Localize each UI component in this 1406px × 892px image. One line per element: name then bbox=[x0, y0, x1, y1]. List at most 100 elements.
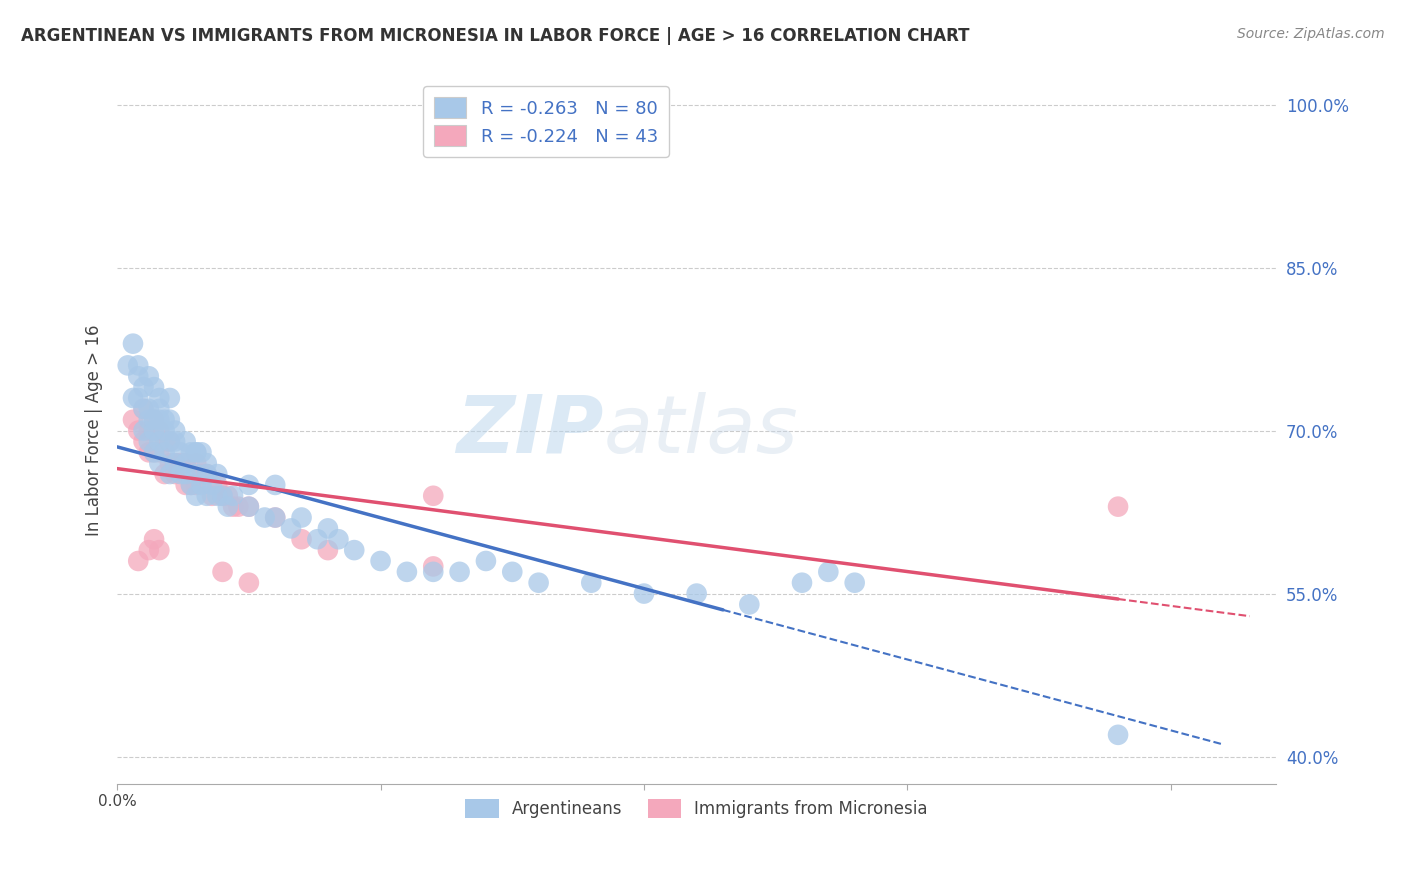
Point bbox=[169, 456, 191, 470]
Point bbox=[143, 533, 166, 547]
Point bbox=[290, 533, 312, 547]
Point bbox=[138, 424, 160, 438]
Point bbox=[159, 434, 181, 449]
Point bbox=[180, 478, 202, 492]
Point bbox=[222, 500, 245, 514]
Point bbox=[165, 434, 187, 449]
Point bbox=[501, 565, 523, 579]
Point bbox=[211, 565, 233, 579]
Point bbox=[264, 510, 287, 524]
Point bbox=[148, 456, 170, 470]
Point bbox=[138, 369, 160, 384]
Point bbox=[165, 467, 187, 481]
Point bbox=[527, 575, 550, 590]
Point bbox=[222, 489, 245, 503]
Point bbox=[159, 467, 181, 481]
Point bbox=[186, 445, 208, 459]
Point bbox=[207, 489, 229, 503]
Point bbox=[132, 424, 155, 438]
Point bbox=[1107, 728, 1129, 742]
Point bbox=[264, 478, 287, 492]
Point bbox=[343, 543, 366, 558]
Point bbox=[307, 533, 329, 547]
Point bbox=[153, 445, 176, 459]
Point bbox=[138, 413, 160, 427]
Point bbox=[180, 478, 202, 492]
Point bbox=[127, 369, 149, 384]
Point bbox=[143, 445, 166, 459]
Point bbox=[132, 380, 155, 394]
Point bbox=[290, 510, 312, 524]
Point bbox=[138, 401, 160, 416]
Text: ARGENTINEAN VS IMMIGRANTS FROM MICRONESIA IN LABOR FORCE | AGE > 16 CORRELATION : ARGENTINEAN VS IMMIGRANTS FROM MICRONESI… bbox=[21, 27, 970, 45]
Point bbox=[148, 434, 170, 449]
Point bbox=[143, 424, 166, 438]
Point bbox=[422, 565, 444, 579]
Point bbox=[127, 391, 149, 405]
Y-axis label: In Labor Force | Age > 16: In Labor Force | Age > 16 bbox=[86, 325, 103, 536]
Point bbox=[238, 500, 260, 514]
Point bbox=[238, 575, 260, 590]
Point bbox=[148, 445, 170, 459]
Point bbox=[186, 467, 208, 481]
Point bbox=[217, 489, 239, 503]
Point bbox=[122, 413, 145, 427]
Point bbox=[132, 434, 155, 449]
Point bbox=[316, 543, 339, 558]
Point bbox=[143, 413, 166, 427]
Point bbox=[190, 445, 212, 459]
Point bbox=[153, 467, 176, 481]
Point bbox=[201, 489, 224, 503]
Point bbox=[122, 391, 145, 405]
Point bbox=[174, 456, 197, 470]
Point bbox=[207, 467, 229, 481]
Text: ZIP: ZIP bbox=[457, 392, 605, 469]
Point bbox=[174, 434, 197, 449]
Legend: Argentineans, Immigrants from Micronesia: Argentineans, Immigrants from Micronesia bbox=[458, 792, 935, 825]
Point bbox=[148, 391, 170, 405]
Point bbox=[138, 445, 160, 459]
Point bbox=[328, 533, 350, 547]
Point bbox=[475, 554, 498, 568]
Point bbox=[190, 478, 212, 492]
Point bbox=[186, 456, 208, 470]
Point bbox=[211, 489, 233, 503]
Point bbox=[180, 445, 202, 459]
Point bbox=[153, 424, 176, 438]
Text: Source: ZipAtlas.com: Source: ZipAtlas.com bbox=[1237, 27, 1385, 41]
Point bbox=[127, 554, 149, 568]
Point bbox=[122, 336, 145, 351]
Point bbox=[127, 359, 149, 373]
Point bbox=[280, 521, 302, 535]
Point bbox=[148, 413, 170, 427]
Point bbox=[169, 445, 191, 459]
Point bbox=[581, 575, 603, 590]
Point bbox=[685, 586, 707, 600]
Point bbox=[190, 467, 212, 481]
Point bbox=[1107, 500, 1129, 514]
Point bbox=[143, 445, 166, 459]
Point bbox=[169, 467, 191, 481]
Point bbox=[422, 559, 444, 574]
Point bbox=[174, 467, 197, 481]
Point bbox=[738, 598, 761, 612]
Point bbox=[165, 456, 187, 470]
Point bbox=[186, 478, 208, 492]
Point bbox=[153, 413, 176, 427]
Point bbox=[370, 554, 392, 568]
Point bbox=[238, 500, 260, 514]
Point bbox=[159, 456, 181, 470]
Point bbox=[174, 456, 197, 470]
Point bbox=[159, 413, 181, 427]
Point bbox=[195, 467, 218, 481]
Point bbox=[143, 380, 166, 394]
Point bbox=[132, 401, 155, 416]
Point bbox=[159, 434, 181, 449]
Point bbox=[790, 575, 813, 590]
Point bbox=[395, 565, 418, 579]
Point bbox=[148, 543, 170, 558]
Point bbox=[844, 575, 866, 590]
Point bbox=[153, 434, 176, 449]
Point bbox=[316, 521, 339, 535]
Point bbox=[132, 401, 155, 416]
